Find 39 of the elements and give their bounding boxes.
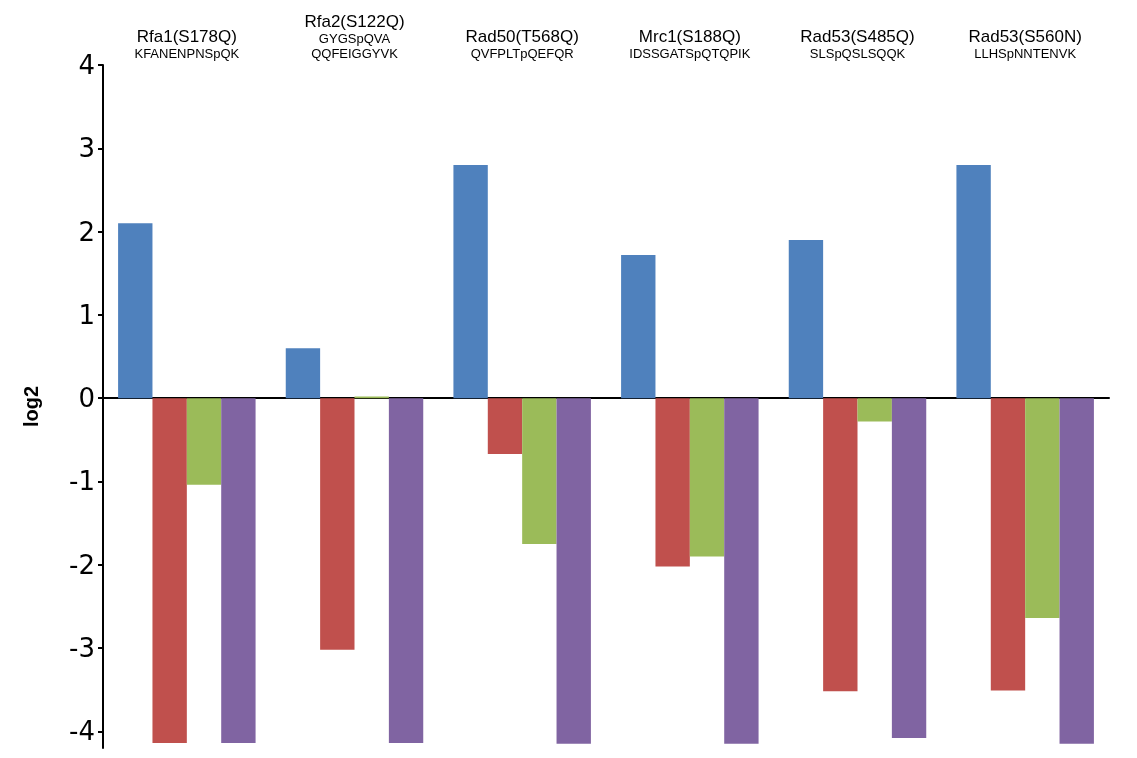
bar [788, 239, 824, 399]
y-axis-title: log2 [20, 385, 42, 428]
x-tick-label: Rfa1(S178Q) KFANENPNSpQK [134, 26, 240, 61]
bar [152, 398, 187, 743]
bar [956, 164, 991, 399]
bar [487, 398, 523, 454]
bar [522, 398, 557, 544]
bar [823, 398, 858, 692]
y-tick-label: -3 [69, 633, 95, 664]
bar [689, 398, 725, 557]
y-tick-label: -2 [69, 549, 95, 580]
y-tick-label: -4 [69, 716, 95, 747]
bar [724, 398, 759, 744]
y-tick-label: 0 [78, 383, 95, 414]
bar [857, 398, 892, 422]
y-tick-label: -1 [69, 466, 95, 497]
y-tick-label: 2 [78, 216, 95, 247]
bar [556, 398, 591, 744]
bar [221, 398, 256, 743]
bar [186, 398, 222, 485]
bar [285, 348, 321, 399]
x-tick-label: Rad50(T568Q) QVFPLTpQEFQR [465, 26, 579, 61]
bar [320, 398, 355, 650]
x-tick-label: Rfa2(S122Q) GYGSpQVA QQFEIGGYVK [304, 11, 405, 61]
bar [655, 398, 690, 567]
y-tick-label: 3 [78, 133, 95, 164]
x-tick-label: Rad53(S485Q) SLSpQSLSQQK [800, 26, 915, 61]
bar [118, 223, 153, 399]
bar [1025, 398, 1060, 619]
bar [891, 398, 927, 738]
y-tick-label: 4 [78, 50, 95, 80]
x-tick-label: Rad53(S560N) LLHSpNNTENVK [968, 26, 1082, 61]
y-tick-label: 1 [78, 299, 95, 330]
bar [990, 398, 1026, 691]
bar [453, 164, 488, 399]
x-tick-label: Mrc1(S188Q) IDSSGATSpQTQPIK [629, 26, 751, 61]
bar [621, 254, 656, 399]
bar [1059, 398, 1094, 744]
bar [388, 398, 424, 743]
